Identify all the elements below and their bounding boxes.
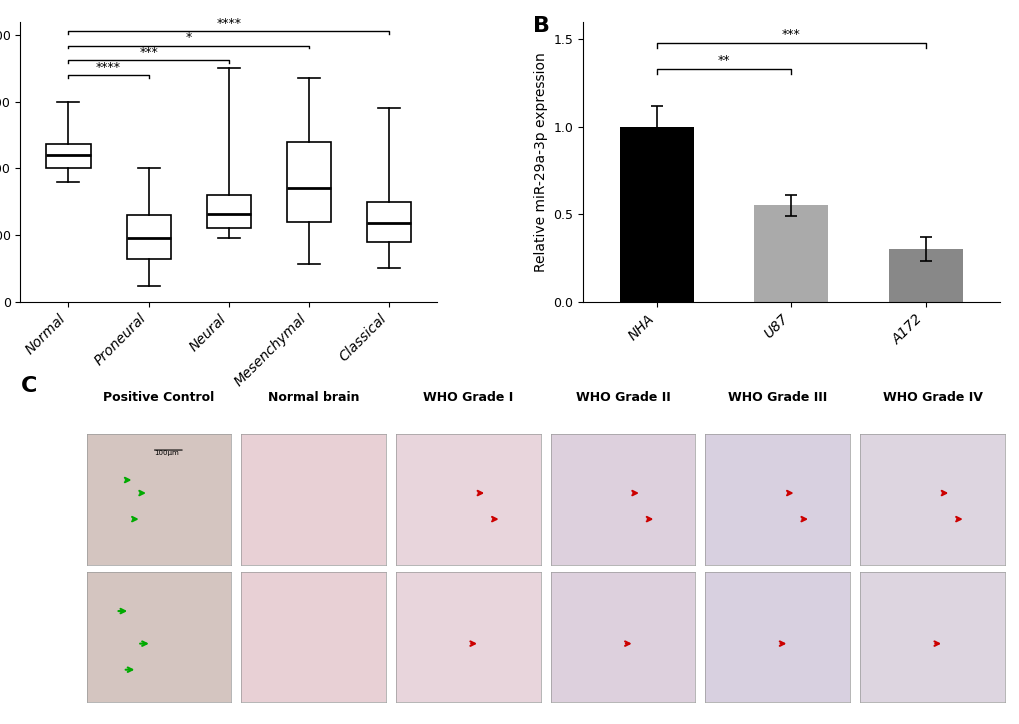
Text: ****: **** bbox=[96, 61, 121, 74]
Bar bbox=[888, 249, 962, 302]
Text: WHO Grade I: WHO Grade I bbox=[423, 391, 513, 404]
Text: ***: *** bbox=[782, 28, 800, 41]
Bar bbox=[754, 206, 827, 302]
Text: C: C bbox=[20, 376, 37, 397]
Text: WHO Grade III: WHO Grade III bbox=[728, 391, 826, 404]
Y-axis label: Relative miR-29a-3p expression: Relative miR-29a-3p expression bbox=[533, 52, 547, 272]
PathPatch shape bbox=[367, 202, 411, 242]
PathPatch shape bbox=[126, 215, 170, 259]
Text: 100μm: 100μm bbox=[154, 450, 178, 456]
Text: WHO Grade IV: WHO Grade IV bbox=[881, 391, 981, 404]
Text: Positive Control: Positive Control bbox=[103, 391, 214, 404]
Text: *: * bbox=[185, 31, 192, 44]
Text: Normal brain: Normal brain bbox=[268, 391, 359, 404]
Text: B: B bbox=[532, 16, 549, 36]
Text: ***: *** bbox=[140, 46, 158, 59]
Text: WHO Grade II: WHO Grade II bbox=[575, 391, 669, 404]
PathPatch shape bbox=[207, 195, 251, 228]
Text: **: ** bbox=[717, 54, 730, 67]
Bar bbox=[620, 127, 693, 302]
Text: ****: **** bbox=[216, 17, 242, 30]
PathPatch shape bbox=[286, 142, 330, 222]
PathPatch shape bbox=[47, 144, 91, 169]
